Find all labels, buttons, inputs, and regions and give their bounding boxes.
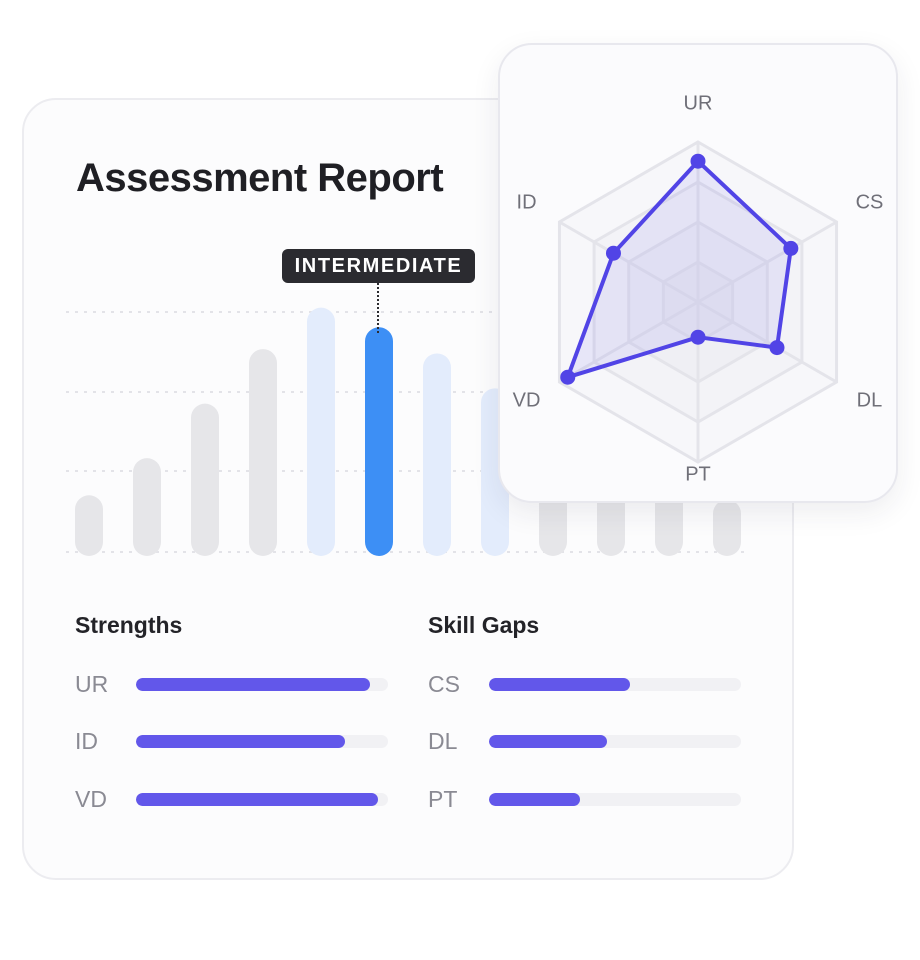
radar-axis-label: CS	[856, 191, 884, 213]
skill-gap-row: PT	[428, 784, 748, 814]
skill-gap-label: DL	[428, 728, 458, 754]
strength-bar-track	[136, 793, 388, 806]
radar-axis-label: ID	[517, 191, 537, 213]
skill-gap-bar-fill	[489, 793, 580, 806]
strengths-title: Strengths	[75, 612, 183, 638]
radar-point	[690, 329, 706, 345]
level-tag-connector	[377, 283, 379, 333]
radar-point	[605, 245, 621, 261]
radar-spoke	[697, 220, 838, 304]
strength-label: UR	[75, 671, 109, 697]
strength-bar-fill	[136, 735, 346, 748]
radar-spoke	[558, 300, 699, 384]
skill-gap-bar-fill	[489, 678, 631, 691]
skill-gap-bar-track	[489, 678, 741, 691]
skill-gaps-title: Skill Gaps	[428, 612, 540, 638]
radar-spoke	[697, 300, 838, 384]
strength-bar-track	[136, 735, 388, 748]
skill-gap-label: CS	[428, 671, 460, 697]
report-title: Assessment Report	[76, 156, 444, 200]
strength-bar-fill	[136, 678, 371, 691]
skill-radar-chart: UR CS DL PT VD ID	[513, 92, 884, 485]
strength-bar-fill	[136, 793, 378, 806]
radar-point	[783, 240, 799, 256]
level-tag-label: INTERMEDIATE	[294, 254, 463, 277]
skill-gap-row: CS	[428, 669, 748, 699]
radar-axis-label: VD	[513, 389, 541, 411]
strength-bar-track	[136, 678, 388, 691]
skill-gap-bar-fill	[489, 735, 608, 748]
strength-label: VD	[75, 786, 107, 812]
skill-gap-label: PT	[428, 786, 458, 812]
radar-axis-label: DL	[857, 389, 883, 411]
strength-row: UR	[75, 669, 395, 699]
skill-gap-bar-track	[489, 793, 741, 806]
radar-axis-label: PT	[685, 463, 711, 485]
radar-point	[560, 369, 576, 385]
skill-gap-row: DL	[428, 726, 748, 756]
strength-row: ID	[75, 726, 395, 756]
radar-point	[690, 153, 706, 169]
radar-axis-label: UR	[684, 92, 713, 114]
strength-label: ID	[75, 728, 98, 754]
radar-point	[769, 340, 785, 356]
strength-row: VD	[75, 784, 395, 814]
skill-gap-bar-track	[489, 735, 741, 748]
level-tag: INTERMEDIATE	[282, 249, 475, 283]
radar-spoke	[558, 220, 699, 304]
